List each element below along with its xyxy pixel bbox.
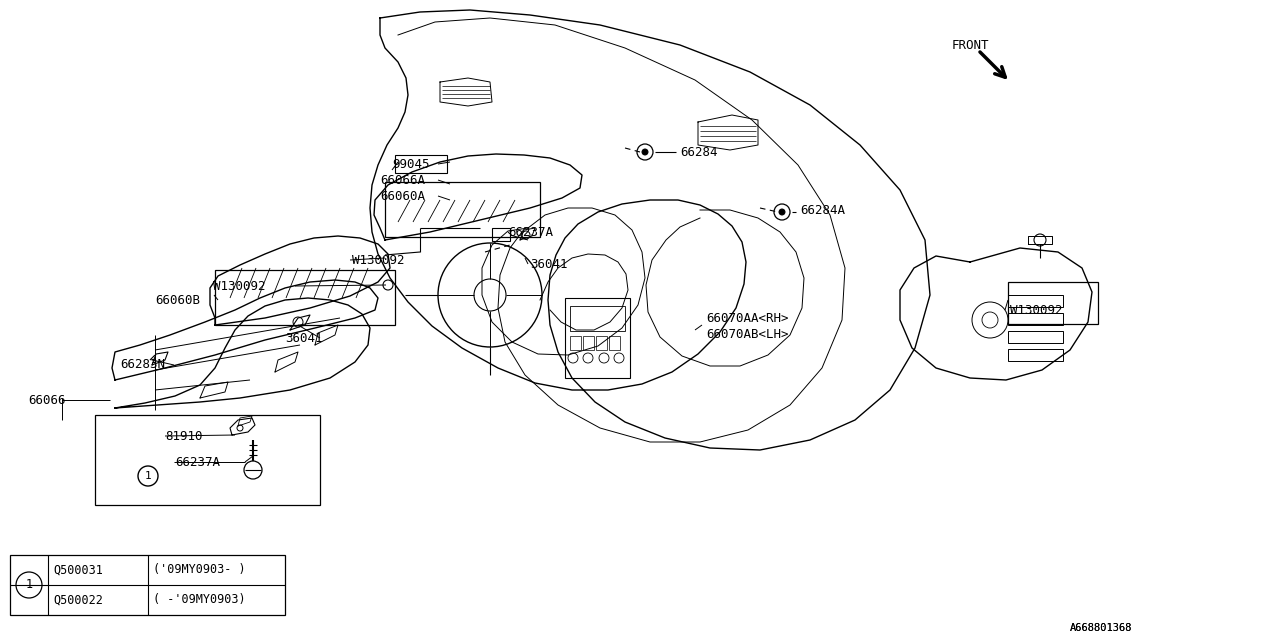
Bar xyxy=(582,336,594,350)
Text: W130092: W130092 xyxy=(1010,303,1062,317)
Bar xyxy=(95,415,320,505)
Text: 66284A: 66284A xyxy=(800,204,845,216)
Text: 66070AB<LH>: 66070AB<LH> xyxy=(707,328,788,342)
Circle shape xyxy=(643,149,648,155)
Text: W130092: W130092 xyxy=(352,253,404,266)
Text: A668801368: A668801368 xyxy=(1070,623,1133,633)
Text: 66060A: 66060A xyxy=(380,189,425,202)
Text: 1: 1 xyxy=(145,471,151,481)
Bar xyxy=(1009,313,1062,325)
Text: 36041: 36041 xyxy=(285,332,323,344)
Text: 66284: 66284 xyxy=(680,145,718,159)
Circle shape xyxy=(780,209,785,215)
Text: 36041: 36041 xyxy=(530,257,567,271)
Text: FRONT: FRONT xyxy=(952,39,989,52)
Text: ( -'09MY0903): ( -'09MY0903) xyxy=(154,593,246,607)
Text: 66060B: 66060B xyxy=(155,294,200,307)
Bar xyxy=(1009,295,1062,307)
Text: 66237A: 66237A xyxy=(175,456,220,468)
Text: 99045: 99045 xyxy=(392,157,430,170)
Text: 66283N: 66283N xyxy=(120,358,165,371)
Bar xyxy=(385,182,540,237)
Text: 66237A: 66237A xyxy=(508,225,553,239)
Text: W130092: W130092 xyxy=(212,280,265,292)
Text: 81910: 81910 xyxy=(165,429,202,442)
Bar xyxy=(1009,349,1062,361)
Bar xyxy=(215,270,396,325)
Text: A668801368: A668801368 xyxy=(1070,623,1133,633)
Bar xyxy=(609,336,620,350)
Bar xyxy=(570,306,625,331)
Bar xyxy=(10,555,285,615)
Text: ('09MY0903- ): ('09MY0903- ) xyxy=(154,563,246,577)
Text: Q500022: Q500022 xyxy=(52,593,102,607)
Bar xyxy=(1009,282,1098,324)
Bar xyxy=(596,336,607,350)
Text: 1: 1 xyxy=(26,579,32,591)
Bar xyxy=(396,155,447,173)
Bar xyxy=(570,336,581,350)
Text: Q500031: Q500031 xyxy=(52,563,102,577)
Text: 66066: 66066 xyxy=(28,394,65,406)
Bar xyxy=(564,298,630,378)
Text: 66070AA<RH>: 66070AA<RH> xyxy=(707,312,788,324)
Bar xyxy=(492,228,509,241)
Text: 66066A: 66066A xyxy=(380,173,425,186)
Bar xyxy=(1009,331,1062,343)
